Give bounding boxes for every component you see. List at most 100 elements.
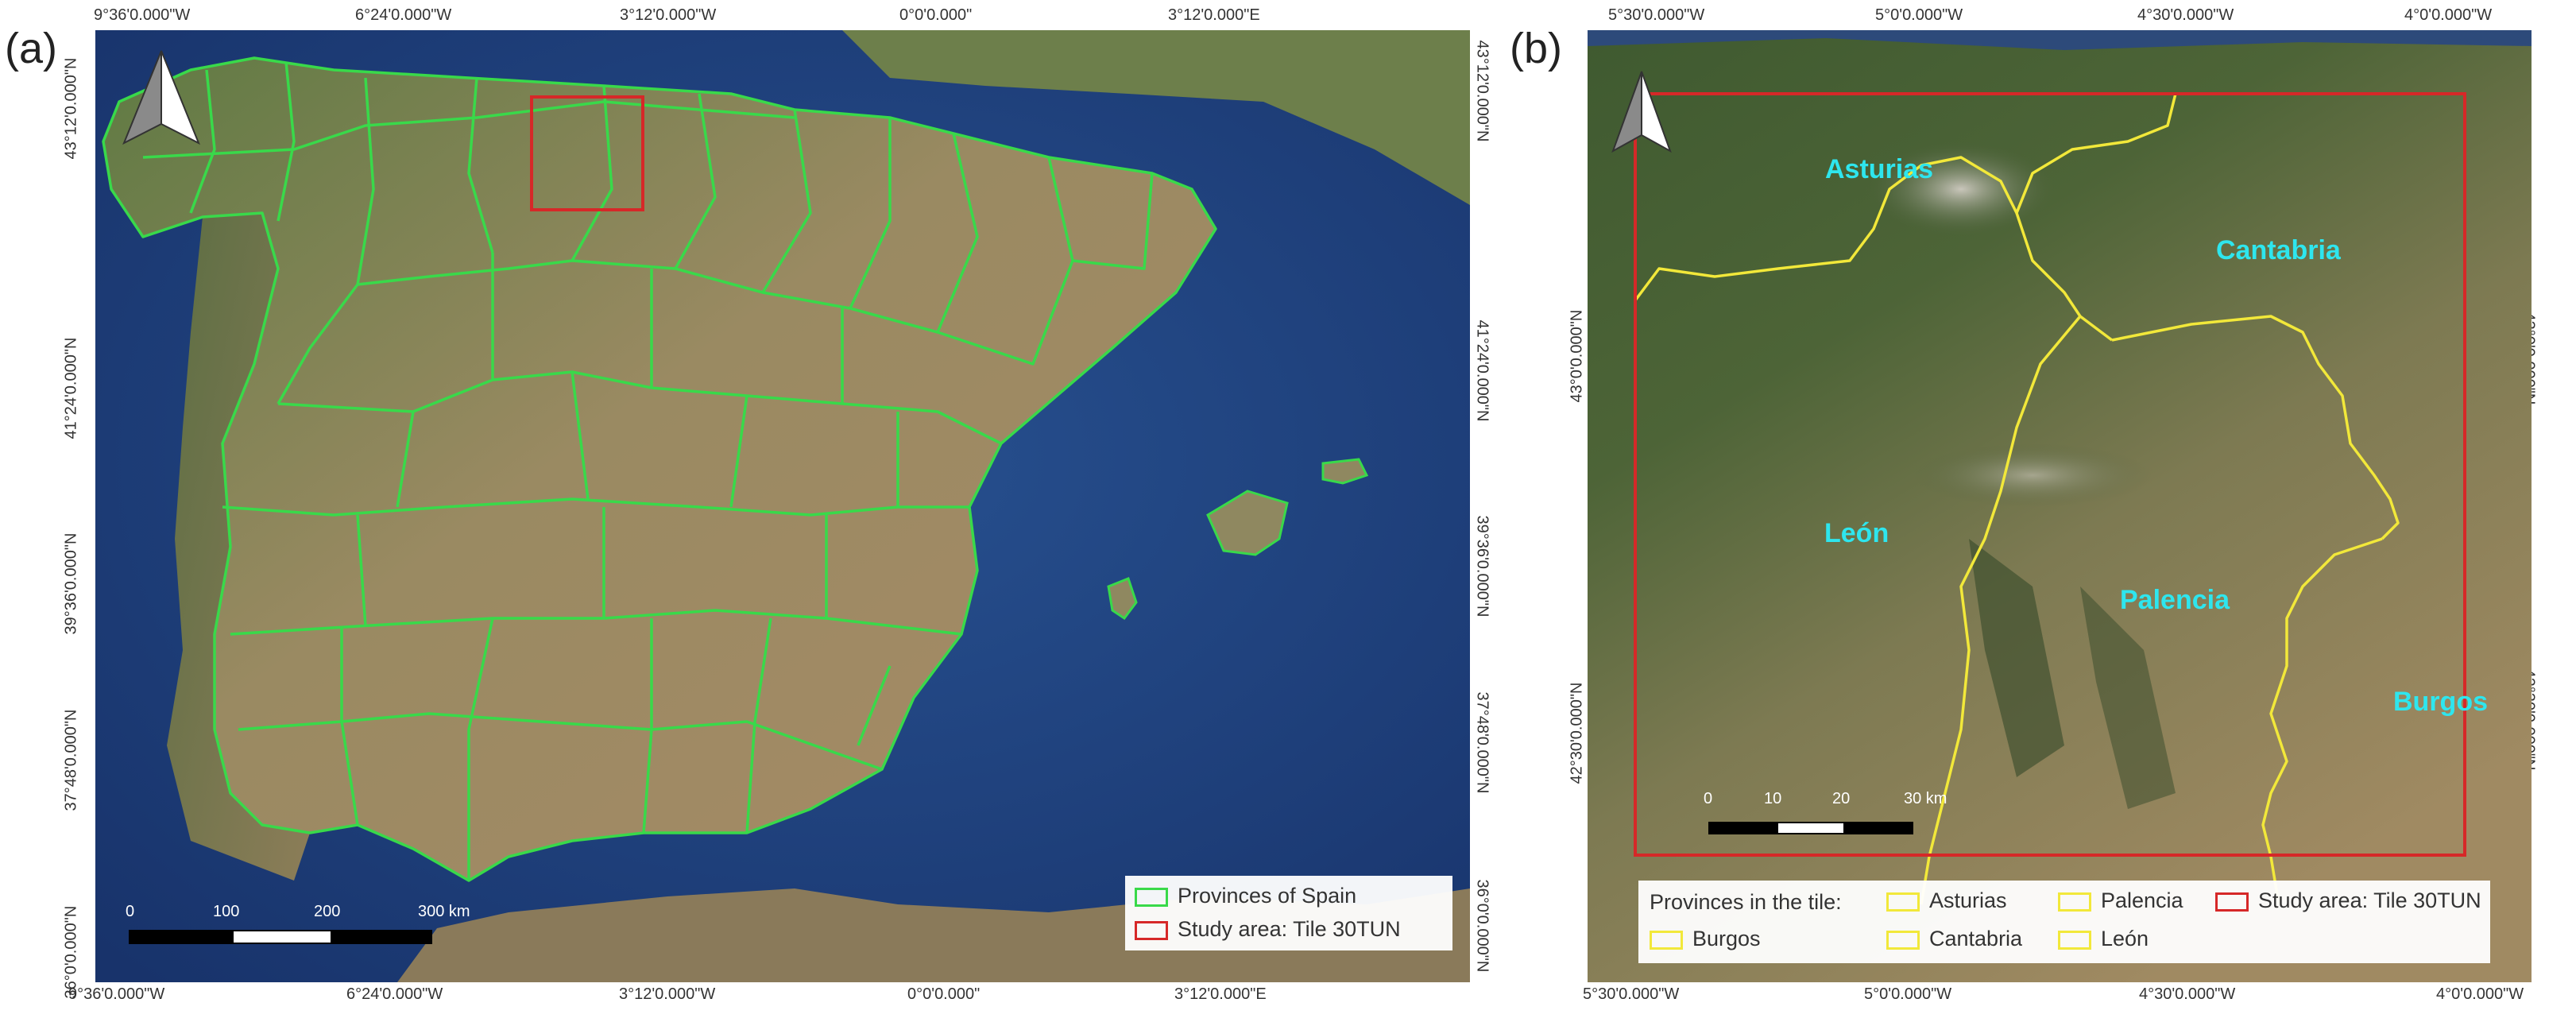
coord-label: 3°12'0.000"E: [1174, 985, 1267, 1003]
tile-background: [1588, 30, 2532, 982]
panel-a-label: (a): [5, 25, 57, 72]
coord-label: 36°0'0.000"N: [62, 905, 80, 999]
coord-label: 5°30'0.000"W: [1608, 6, 1705, 24]
mountain-highlight: [1866, 141, 2056, 237]
coord-label: 3°12'0.000"W: [620, 6, 717, 24]
coord-label: 37°48'0.000"N: [62, 709, 80, 811]
province-label-leon: León: [1824, 518, 1889, 548]
legend-label: León: [2101, 927, 2149, 950]
legend-item: Study area: Tile 30TUN: [2215, 888, 2481, 913]
ibiza: [1107, 577, 1138, 621]
scale-label: 0: [1704, 790, 1713, 807]
mountain-highlight: [1913, 443, 2152, 507]
map-tile-30tun[interactable]: [1588, 30, 2532, 982]
france-land: [842, 30, 1470, 205]
legend-item: Burgos: [1650, 927, 1761, 951]
legend-label: Cantabria: [1929, 927, 2023, 950]
legend-swatch: [2058, 892, 2091, 912]
province-borders: [102, 56, 1217, 882]
coord-label: 9°36'0.000"W: [68, 985, 165, 1003]
scale-segment: [1708, 822, 1777, 834]
scale-label: 10: [1764, 790, 1782, 807]
legend-label: Study area: Tile 30TUN: [1178, 917, 1401, 941]
scale-label: 200: [314, 903, 341, 920]
legend-swatch: [1135, 920, 1168, 940]
legend-label: Burgos: [1692, 927, 1761, 950]
province-label-cantabria: Cantabria: [2216, 235, 2341, 265]
spain-mainland: [103, 58, 1216, 881]
coord-label: 9°36'0.000"W: [94, 6, 191, 24]
coord-label: 43°12'0.000"N: [1473, 40, 1491, 142]
coord-label: 4°30'0.000"W: [2137, 6, 2234, 24]
scale-label: 0: [126, 903, 135, 920]
province-label-burgos: Burgos: [2393, 687, 2488, 717]
sea-strip: [1588, 30, 2532, 50]
legend-label: Provinces of Spain: [1178, 884, 1357, 908]
menorca: [1321, 458, 1369, 485]
legend-swatch: [1886, 930, 1920, 950]
coord-label: 6°24'0.000"W: [346, 985, 443, 1003]
tile-map-svg: [1588, 30, 2532, 982]
portugal-land: [167, 213, 310, 881]
coord-label: 39°36'0.000"N: [1473, 515, 1491, 617]
map-spain[interactable]: [95, 30, 1470, 982]
legend-label: Palencia: [2101, 888, 2183, 912]
legend-item: Palencia: [2058, 888, 2183, 913]
scale-label: 300 km: [418, 903, 470, 920]
province-label-asturias: Asturias: [1825, 154, 1934, 184]
legend-label: Study area: Tile 30TUN: [2258, 888, 2481, 912]
legend-a: Provinces of Spain Study area: Tile 30TU…: [1125, 876, 1452, 950]
legend-item: Asturias: [1886, 888, 2007, 913]
scale-label: 100: [213, 903, 240, 920]
legend-swatch: [1886, 892, 1920, 912]
legend-swatch: [2215, 892, 2249, 912]
coord-label: 39°36'0.000"N: [62, 532, 80, 635]
dark-valley: [1969, 539, 2064, 777]
coord-label: 36°0'0.000"N: [1473, 879, 1491, 973]
coord-label: 41°24'0.000"N: [62, 337, 80, 439]
scale-segment: [1777, 822, 1845, 834]
spain-map-svg: [95, 30, 1470, 982]
coord-label: 5°30'0.000"W: [1583, 985, 1680, 1003]
study-area-box: [530, 95, 644, 211]
scale-segment: [1845, 822, 1913, 834]
legend-swatch: [2058, 930, 2091, 950]
north-arrow-icon: [122, 50, 200, 145]
dark-valley: [2080, 586, 2176, 809]
coord-label: 0°0'0.000": [907, 985, 981, 1003]
coord-label: 43°12'0.000"N: [62, 57, 80, 160]
coord-label: 3°12'0.000"E: [1168, 6, 1260, 24]
coord-label: 4°30'0.000"W: [2139, 985, 2236, 1003]
coord-label: 41°24'0.000"N: [1473, 319, 1491, 422]
legend-swatch: [1135, 887, 1168, 907]
coord-label: 42°30'0.000"N: [1568, 682, 1586, 784]
legend-b: Provinces in the tile: Asturias Palencia…: [1638, 881, 2490, 963]
legend-title: Provinces in the tile:: [1650, 890, 1842, 914]
coord-label: 5°0'0.000"W: [1875, 6, 1963, 24]
coord-label: 3°12'0.000"W: [619, 985, 716, 1003]
province-boundaries: [1634, 93, 2400, 905]
scale-segment: [232, 930, 332, 944]
province-label-palencia: Palencia: [2120, 585, 2230, 615]
scale-segment: [332, 930, 432, 944]
north-arrow-icon: [1611, 71, 1672, 153]
legend-item: León: [2058, 927, 2149, 951]
coord-label: 0°0'0.000": [899, 6, 973, 24]
coord-label: 6°24'0.000"W: [355, 6, 452, 24]
scale-label: 20: [1832, 790, 1851, 807]
scale-segment: [129, 930, 232, 944]
legend-item: Cantabria: [1886, 927, 2022, 951]
legend-item: Study area: Tile 30TUN: [1135, 917, 1401, 942]
mallorca: [1206, 490, 1289, 556]
panel-b-label: (b): [1510, 25, 1562, 72]
legend-label: Asturias: [1929, 888, 2007, 912]
coord-label: 4°0'0.000"W: [2436, 985, 2524, 1003]
coord-label: 37°48'0.000"N: [1473, 691, 1491, 794]
study-area-box: [1634, 92, 2466, 857]
legend-swatch: [1650, 930, 1683, 950]
coord-label: 4°0'0.000"W: [2404, 6, 2493, 24]
legend-item: Provinces of Spain: [1135, 884, 1356, 908]
scale-label: 30 km: [1904, 790, 1947, 807]
coord-label: 43°0'0.000"N: [1568, 309, 1586, 403]
coord-label: 5°0'0.000"W: [1864, 985, 1952, 1003]
